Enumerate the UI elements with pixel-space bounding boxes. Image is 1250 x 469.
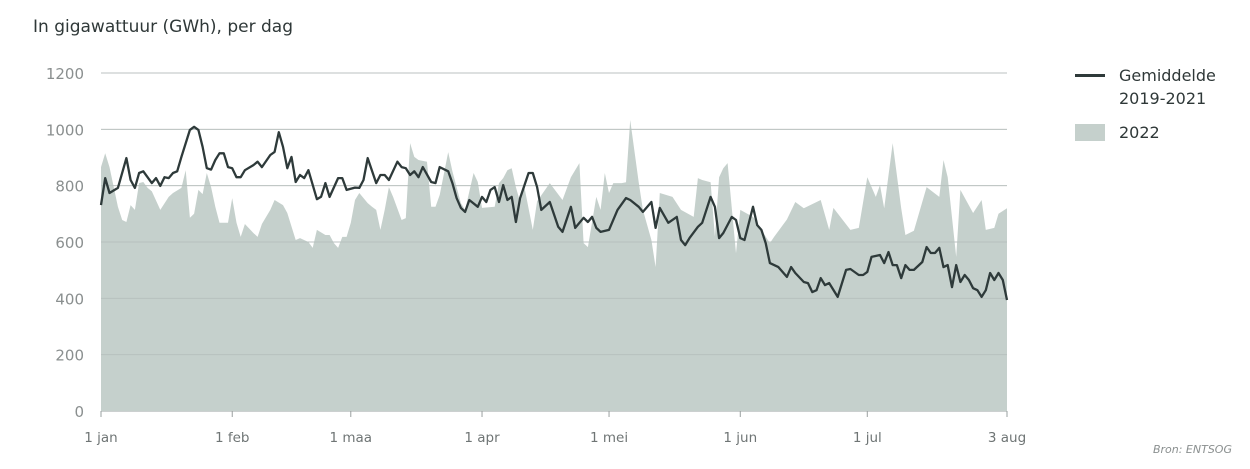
- y-tick-label: 600: [55, 234, 84, 252]
- x-tick-label: 1 apr: [464, 430, 500, 446]
- line-series-average: [99, 125, 1009, 301]
- legend: Gemiddelde 2019-2021 2022: [1075, 64, 1216, 155]
- x-tick-label: 3 aug: [988, 430, 1026, 446]
- x-axis: 1 jan 1 feb 1 maa 1 apr 1 mei 1 jun 1 jul 3 aug: [84, 411, 1026, 446]
- y-tick-label: 1000: [46, 121, 84, 139]
- x-tick-label: 1 jul: [853, 430, 882, 446]
- source-note: Bron: ENTSOG: [1152, 443, 1232, 456]
- y-tick-label: 0: [74, 403, 84, 421]
- area-swatch-icon: [1075, 124, 1105, 141]
- area-2022: [101, 120, 1007, 411]
- y-tick-label: 800: [55, 178, 84, 196]
- x-tick-label: 1 maa: [329, 430, 372, 446]
- legend-item-2022: 2022: [1075, 124, 1216, 141]
- x-tick-label: 1 feb: [215, 430, 250, 446]
- legend-item-average: Gemiddelde 2019-2021: [1075, 64, 1216, 110]
- line-swatch-icon: [1075, 74, 1105, 77]
- y-tick-label: 200: [55, 347, 84, 365]
- x-tick-label: 1 mei: [590, 430, 628, 446]
- x-tick-label: 1 jan: [84, 430, 117, 446]
- legend-label-average: Gemiddelde: [1119, 66, 1216, 85]
- legend-label-average-years: 2019-2021: [1119, 89, 1207, 108]
- y-tick-label: 400: [55, 290, 84, 308]
- chart-plot: 0 200 400 600 800 1000 1200 1 jan 1 feb 1 maa 1 a…: [46, 65, 1026, 446]
- legend-label-2022: 2022: [1119, 123, 1160, 142]
- area-series-2022: [101, 72, 1007, 411]
- x-tick-label: 1 jun: [723, 430, 757, 446]
- average-line: [99, 125, 1009, 301]
- y-axis: 0 200 400 600 800 1000 1200: [46, 65, 84, 421]
- chart-title: In gigawattuur (GWh), per dag: [33, 17, 293, 37]
- y-tick-label: 1200: [46, 65, 84, 83]
